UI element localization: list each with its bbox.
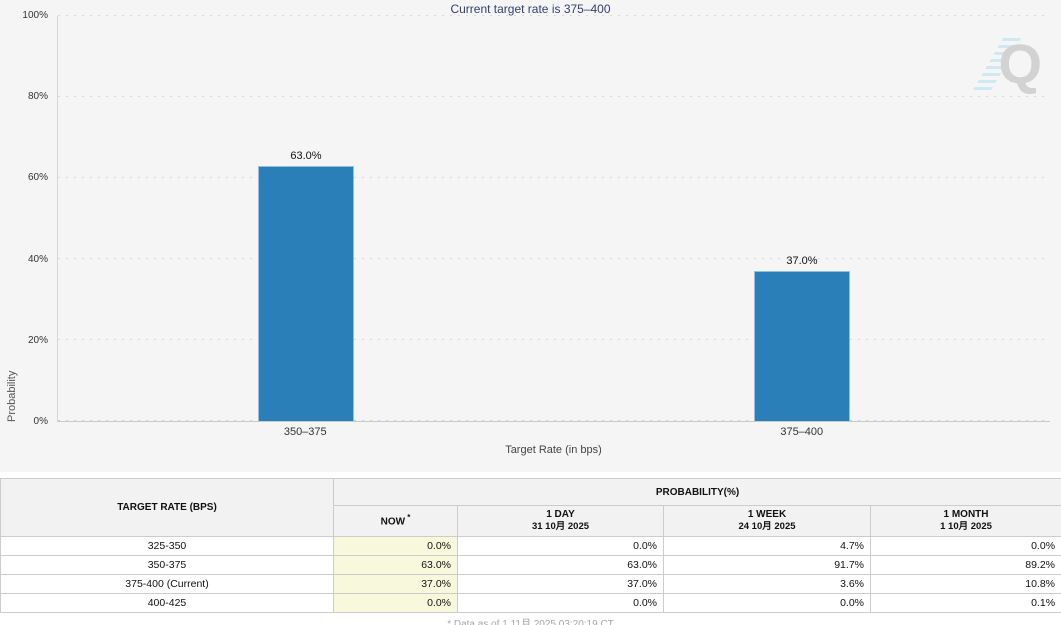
- probability-cell: 0.0%: [869, 536, 1061, 556]
- x-category-label: 350–375: [283, 426, 327, 438]
- probability-cell: 37.0%: [457, 574, 664, 594]
- gridline: [58, 420, 1050, 421]
- probability-cell: 10.8%: [869, 574, 1061, 594]
- x-axis-title: Target Rate (in bps): [505, 444, 602, 456]
- probability-cell: 63.0%: [457, 555, 664, 575]
- target-rate-cell: 400-425: [0, 593, 334, 613]
- bar-value-label: 63.0%: [290, 149, 322, 162]
- quikstrike-watermark: Q: [966, 34, 1042, 98]
- column-header-1-week: 1 WEEK 24 10月 2025: [663, 505, 871, 537]
- column-header-1-day: 1 DAY 31 10月 2025: [457, 505, 664, 537]
- rate-table-body: 325-350 0.0% 0.0% 4.7% 0.0% 350-375 63.0% 63.0%…: [0, 536, 1061, 613]
- target-rate-cell: 325-350: [0, 536, 334, 556]
- quikstrike-q-icon: Q: [998, 32, 1042, 95]
- bar-350–375[interactable]: [258, 165, 354, 421]
- probability-cell: 37.0%: [333, 574, 458, 594]
- gridline: [58, 15, 1050, 16]
- table-row: 375-400 (Current) 37.0% 37.0% 3.6% 10.8%: [0, 574, 1061, 594]
- probability-cell: 0.0%: [457, 536, 664, 556]
- y-tick-label: 40%: [27, 253, 48, 265]
- y-tick-label: 0%: [33, 416, 48, 427]
- y-tick-label: 20%: [27, 334, 48, 346]
- table-row: 325-350 0.0% 0.0% 4.7% 0.0%: [0, 536, 1061, 556]
- y-tick-label: 60%: [27, 172, 48, 184]
- column-header-target-rate: TARGET RATE (BPS): [0, 478, 334, 537]
- chart-title: Current target rate is 375–400: [450, 2, 611, 16]
- probability-cell: 0.0%: [333, 536, 458, 556]
- data-as-of-footnote: * Data as of 1 11月 2025 03:20:19 CT: [447, 619, 614, 625]
- probability-cell: 63.0%: [333, 555, 458, 575]
- probability-cell: 91.7%: [663, 555, 871, 575]
- probability-cell: 0.1%: [869, 593, 1061, 613]
- gridline: [58, 258, 1050, 259]
- table-row: 400-425 0.0% 0.0% 0.0% 0.1%: [0, 593, 1061, 613]
- bar-375–400[interactable]: [754, 271, 850, 421]
- plot-area: Q 63.0% 37.0%: [57, 15, 1050, 422]
- probability-table: TARGET RATE (BPS) PROBABILITY(%) NOW * 1 …: [0, 478, 1061, 613]
- y-tick-label: 100%: [22, 10, 48, 21]
- x-axis-labels: 350–375 375–400: [57, 426, 1050, 440]
- probability-cell: 89.2%: [869, 555, 1061, 575]
- column-header-1-month: 1 MONTH 1 10月 2025: [869, 505, 1061, 537]
- x-category-label: 375–400: [780, 426, 824, 438]
- gridline: [58, 96, 1050, 97]
- target-rate-cell: 350-375: [0, 555, 334, 575]
- y-axis-ticks: 0% 20% 40% 60% 80% 100%: [0, 10, 52, 427]
- target-rate-cell: 375-400 (Current): [0, 574, 334, 594]
- probability-cell: 4.7%: [663, 536, 871, 556]
- y-tick-label: 80%: [27, 91, 48, 103]
- column-header-now: NOW *: [333, 505, 458, 537]
- column-group-header-probability: PROBABILITY(%): [332, 478, 1061, 506]
- gridline: [58, 339, 1050, 340]
- probability-cell: 0.0%: [663, 593, 871, 613]
- table-row: 350-375 63.0% 63.0% 91.7% 89.2%: [0, 555, 1061, 575]
- probability-cell: 0.0%: [457, 593, 664, 613]
- gridline: [58, 177, 1050, 178]
- probability-cell: 3.6%: [663, 574, 871, 594]
- probability-cell: 0.0%: [333, 593, 458, 613]
- probability-chart-panel: Current target rate is 375–400 Probabili…: [0, 2, 1050, 456]
- bar-value-label: 37.0%: [786, 255, 818, 268]
